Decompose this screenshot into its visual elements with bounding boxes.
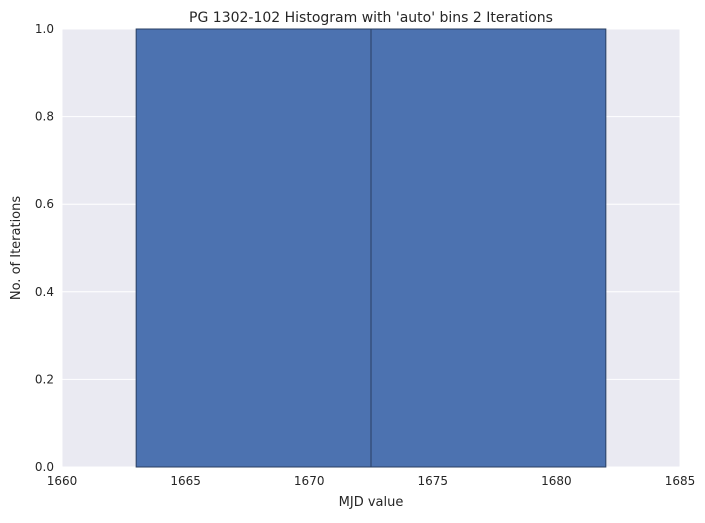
y-axis-ticks: 0.0 0.2 0.4 0.6 0.8 1.0 [35,22,54,474]
y-tick-label: 0.6 [35,197,54,211]
x-tick-label: 1685 [665,474,696,488]
x-tick-label: 1660 [47,474,78,488]
y-axis-label: No. of Iterations [9,196,24,301]
chart-title: PG 1302-102 Histogram with 'auto' bins 2… [189,10,553,26]
y-tick-label: 0.2 [35,372,54,386]
histogram-bar [370,28,607,468]
x-tick-label: 1675 [418,474,449,488]
x-axis-label: MJD value [339,495,404,510]
x-tick-label: 1670 [294,474,325,488]
histogram-bars [135,28,607,468]
x-axis-ticks: 1660 1665 1670 1675 1680 1685 [47,474,696,488]
y-tick-label: 1.0 [35,22,54,36]
y-tick-label: 0.4 [35,285,54,299]
histogram-bar [135,28,372,468]
y-tick-label: 0.8 [35,110,54,124]
x-tick-label: 1680 [541,474,572,488]
x-tick-label: 1665 [170,474,201,488]
y-tick-label: 0.0 [35,460,54,474]
